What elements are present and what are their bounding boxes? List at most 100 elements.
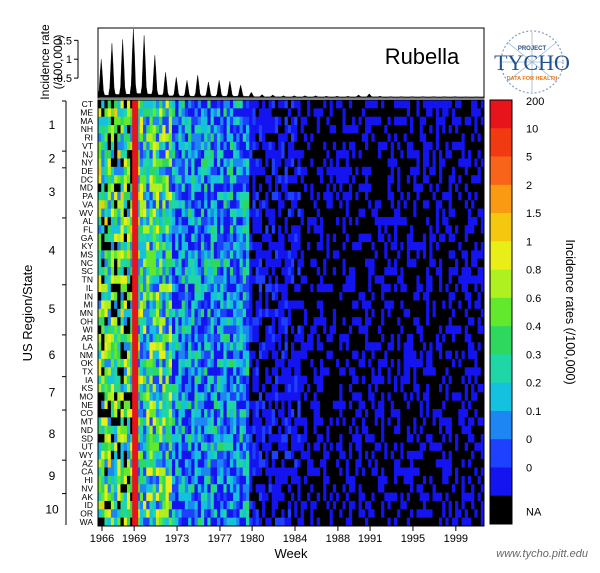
state-label: OH — [80, 316, 93, 326]
state-labels: CTMEMANHRIVTNJNYDEDCMDPAVAWVALFLGAKYMSNC… — [79, 99, 93, 527]
state-label: LA — [83, 341, 94, 351]
legend-label: NA — [526, 506, 542, 518]
top-incidence-series — [97, 28, 485, 98]
legend-swatch — [490, 410, 512, 440]
legend-frame — [489, 99, 513, 525]
state-label: UT — [82, 442, 93, 452]
state-label: ND — [81, 425, 93, 435]
x-axis: 1966 1969 1973 1977 1980 1984 1988 1991 1995 1999 — [90, 526, 468, 545]
state-label: FL — [83, 224, 93, 234]
top-y-tick-label: 0.5 — [57, 73, 72, 85]
legend-swatch — [490, 467, 512, 497]
region-labels: 1 2 3 4 5 6 7 8 9 10 — [45, 100, 67, 525]
legend-swatch — [490, 184, 512, 214]
legend-swatch — [490, 213, 512, 242]
x-tick-label: 1980 — [240, 533, 264, 545]
incidence-series-area — [97, 28, 485, 98]
legend-label: 0 — [526, 462, 532, 474]
legend-swatch — [490, 326, 512, 355]
state-label: WA — [80, 517, 94, 527]
legend-label: 200 — [526, 96, 544, 108]
logo-top-text: PROJECT — [518, 46, 547, 52]
top-y-axis: 0.5 1 1.5 — [57, 35, 79, 85]
state-label: NY — [81, 158, 93, 168]
legend-swatch — [490, 354, 512, 383]
legend-label: 0.3 — [526, 349, 541, 361]
state-label: MS — [80, 250, 93, 260]
region-label: 3 — [49, 185, 56, 199]
legend-label: 0 — [526, 434, 532, 446]
state-label: NE — [81, 400, 93, 410]
state-label: CO — [80, 408, 93, 418]
x-tick-label: 1999 — [444, 533, 468, 545]
legend-title: Incidence rates (/100,000) — [563, 239, 577, 384]
state-label: DC — [81, 174, 93, 184]
top-y-axis-label-line1: Incidence rate — [38, 24, 52, 100]
state-label: PA — [82, 191, 93, 201]
y-axis-label: US Region/State — [20, 265, 35, 362]
state-label: IA — [85, 375, 93, 385]
x-tick-label: 1995 — [401, 533, 425, 545]
x-tick-label: 1977 — [208, 533, 232, 545]
legend-label: 5 — [526, 152, 532, 164]
state-label: NV — [81, 483, 93, 493]
state-label: MO — [79, 392, 93, 402]
project-tycho-logo: PROJECT TYCHO DATA FOR HEALTH — [494, 30, 570, 94]
state-label: HI — [85, 475, 94, 485]
tycho-emblem — [500, 30, 564, 94]
legend-swatch — [490, 269, 512, 299]
x-tick-label: 1984 — [283, 533, 307, 545]
state-label: TX — [82, 366, 93, 376]
state-label: KS — [82, 383, 94, 393]
legend-label: 0.2 — [526, 378, 541, 390]
state-label: RI — [85, 133, 94, 143]
region-label: 10 — [45, 502, 59, 516]
legend-swatch — [490, 156, 512, 186]
state-label: NC — [81, 258, 93, 268]
legend-label: 0.1 — [526, 406, 541, 418]
heatmap-frame — [97, 99, 485, 527]
top-y-axis-label-line2: (/100,000) — [51, 35, 65, 90]
logo-word: TYCHO — [494, 50, 570, 75]
state-label: KY — [82, 241, 94, 251]
legend-swatches — [490, 100, 512, 525]
legend-label: 0.4 — [526, 321, 541, 333]
state-label: NJ — [83, 149, 93, 159]
legend-label: 0.8 — [526, 265, 541, 277]
state-label: GA — [81, 233, 94, 243]
legend-label: 2 — [526, 180, 532, 192]
color-legend: 200 10 5 2 1.5 1 0.8 0.6 0.4 0.3 0.2 0.1 0 0 NA Incide… — [489, 96, 577, 525]
x-axis-label: Week — [275, 546, 308, 561]
top-y-tick-label: 1 — [66, 54, 72, 66]
state-label: DE — [81, 166, 93, 176]
state-label: OK — [81, 358, 94, 368]
state-label: MA — [80, 116, 93, 126]
state-label: OR — [80, 508, 93, 518]
state-label: ME — [80, 108, 93, 118]
legend-swatch — [490, 128, 512, 157]
x-tick-label: 1991 — [358, 533, 382, 545]
state-label: VT — [82, 141, 93, 151]
state-label: AK — [82, 492, 94, 502]
legend-labels: 200 10 5 2 1.5 1 0.8 0.6 0.4 0.3 0.2 0.1 0 0 NA — [526, 96, 544, 518]
state-label: MN — [80, 308, 93, 318]
state-label: CA — [81, 467, 93, 477]
region-label: 8 — [49, 427, 56, 441]
region-label: 6 — [49, 348, 56, 362]
state-label: MT — [81, 417, 93, 427]
state-label: SC — [81, 266, 93, 276]
disease-title: Rubella — [385, 44, 460, 69]
x-tick-label: 1973 — [165, 533, 189, 545]
region-label: 9 — [49, 469, 56, 483]
region-label: 5 — [49, 302, 56, 316]
state-label: AZ — [82, 458, 93, 468]
region-label: 2 — [49, 151, 56, 165]
state-label: CT — [82, 99, 93, 109]
legend-swatch — [490, 439, 512, 468]
state-label: ID — [85, 500, 94, 510]
legend-swatch — [490, 495, 512, 525]
legend-swatch — [490, 382, 512, 412]
top-panel: Rubella 0.5 1 1.5 Incidence rate (/100,000… — [38, 24, 485, 100]
state-label: SD — [81, 433, 93, 443]
source-url: www.tycho.pitt.edu — [496, 548, 588, 560]
